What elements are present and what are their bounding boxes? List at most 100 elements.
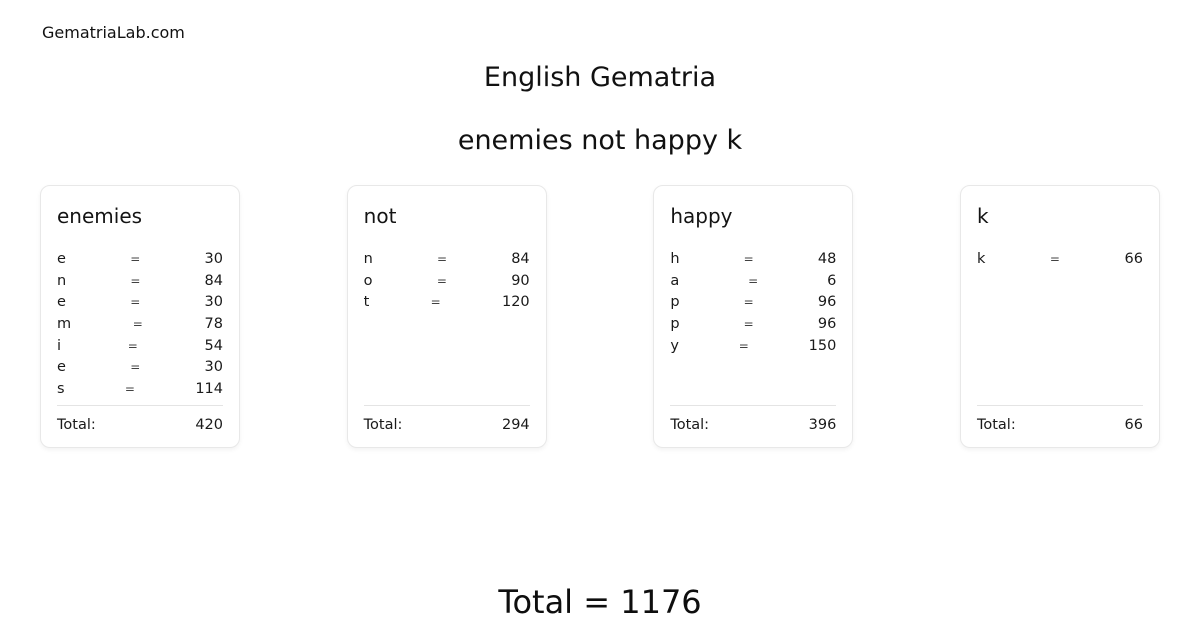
equals-sign: = — [1049, 251, 1060, 266]
equals-sign: = — [132, 316, 143, 331]
card-word: not — [363, 204, 397, 228]
letter-row: e = 30 — [57, 356, 223, 378]
letter: a — [670, 272, 680, 289]
card-total-value: 66 — [1124, 417, 1143, 433]
card-total-value: 294 — [501, 417, 530, 433]
equals-sign: = — [738, 338, 749, 353]
letter-value: 90 — [511, 272, 530, 289]
letter: p — [670, 294, 680, 311]
letter-row: p = 96 — [670, 313, 836, 335]
equals-sign: = — [130, 251, 141, 266]
equals-sign: = — [130, 360, 141, 375]
letter-value: 84 — [204, 272, 223, 289]
letter-row: h = 48 — [670, 248, 836, 270]
grand-total: Total = 1176 — [0, 583, 1200, 621]
equals-sign: = — [748, 273, 759, 288]
letter-value: 150 — [808, 337, 837, 354]
letter-rows: k = 66 — [977, 248, 1143, 270]
card-divider — [57, 405, 223, 406]
card-divider — [363, 405, 530, 406]
equals-sign: = — [743, 316, 754, 331]
card-spacer — [977, 270, 1143, 405]
letter-value: 48 — [817, 250, 837, 267]
card-total-row: Total: 396 — [670, 406, 836, 433]
letter-row: p = 96 — [670, 291, 836, 313]
card-total-row: Total: 294 — [364, 406, 530, 433]
page-title: English Gematria — [483, 62, 717, 93]
card-total-label: Total: — [976, 417, 1016, 433]
letter-row: y = 150 — [670, 335, 836, 357]
letter: s — [57, 380, 65, 397]
word-cards: enemies e = 30 n = 84 e = 30 m = 78 i = 54 e = 30 s = 114 To… — [40, 185, 1160, 448]
card-divider — [976, 405, 1143, 406]
brand-logo: GematriaLab.com — [42, 23, 185, 42]
card-total-label: Total: — [670, 417, 710, 433]
letter-value: 120 — [501, 294, 530, 311]
letter-rows: h = 48 a = 6 p = 96 p = 96 y = 150 — [670, 248, 836, 356]
phrase-text: enemies not happy k — [457, 125, 743, 156]
grand-total-label: Total — [498, 583, 574, 621]
letter-value: 84 — [511, 250, 530, 267]
letter-value: 30 — [204, 294, 223, 311]
word-card-k: k k = 66 Total: 66 — [959, 185, 1160, 448]
letter: m — [57, 315, 72, 332]
letter-value: 30 — [204, 359, 223, 376]
letter-value: 114 — [195, 380, 223, 397]
letter-value: 30 — [204, 250, 223, 267]
card-word: happy — [670, 204, 733, 228]
letter: k — [976, 250, 986, 267]
letter-row: n = 84 — [364, 248, 530, 270]
equals-sign: = — [743, 251, 754, 266]
word-card-happy: happy h = 48 a = 6 p = 96 p = 96 y = 150 Total: 396 — [653, 185, 854, 448]
grand-total-value: 1176 — [620, 583, 702, 621]
letter: e — [57, 359, 66, 376]
letter-row: s = 114 — [57, 378, 223, 400]
letter-value: 96 — [817, 315, 837, 332]
word-card-enemies: enemies e = 30 n = 84 e = 30 m = 78 i = 54 e = 30 s = 114 To… — [40, 185, 240, 448]
equals-sign: = — [130, 273, 141, 288]
letter-row: m = 78 — [57, 313, 223, 335]
card-spacer — [670, 356, 836, 405]
card-divider — [670, 405, 837, 406]
equals-sign: = — [743, 295, 754, 310]
letter-value: 66 — [1124, 250, 1143, 267]
letter: y — [670, 337, 679, 354]
letter: e — [57, 250, 66, 267]
letter-row: e = 30 — [57, 248, 223, 270]
card-total-value: 420 — [195, 417, 223, 433]
letter-row: i = 54 — [57, 335, 223, 357]
letter: h — [670, 250, 680, 267]
letter: n — [363, 250, 373, 267]
letter-value: 6 — [827, 272, 837, 289]
letter: t — [363, 294, 370, 311]
card-total-value: 396 — [808, 417, 837, 433]
letter: p — [670, 315, 680, 332]
letter-rows: e = 30 n = 84 e = 30 m = 78 i = 54 e = 30 s = 114 — [57, 248, 223, 400]
letter-row: t = 120 — [364, 291, 530, 313]
letter-row: a = 6 — [670, 270, 836, 292]
letter: n — [57, 272, 67, 289]
letter-value: 96 — [817, 294, 837, 311]
letter-rows: n = 84 o = 90 t = 120 — [364, 248, 530, 313]
card-word: k — [976, 204, 989, 228]
equals-sign: = — [130, 295, 141, 310]
card-total-row: Total: 66 — [977, 406, 1143, 433]
card-spacer — [364, 313, 530, 405]
card-word: enemies — [57, 204, 143, 228]
equals-sign: = — [436, 273, 447, 288]
letter-row: e = 30 — [57, 291, 223, 313]
equals-sign: = — [437, 251, 448, 266]
equals-sign: = — [127, 338, 138, 353]
letter-value: 78 — [204, 315, 223, 332]
letter: e — [57, 294, 66, 311]
letter: i — [57, 337, 62, 354]
grand-total-equals: = — [583, 583, 611, 621]
equals-sign: = — [430, 295, 441, 310]
letter-row: n = 84 — [57, 270, 223, 292]
letter-row: k = 66 — [977, 248, 1143, 270]
letter: o — [363, 272, 373, 289]
card-total-label: Total: — [363, 417, 403, 433]
word-card-not: not n = 84 o = 90 t = 120 Total: 294 — [346, 185, 547, 448]
letter-row: o = 90 — [364, 270, 530, 292]
letter-value: 54 — [204, 337, 223, 354]
